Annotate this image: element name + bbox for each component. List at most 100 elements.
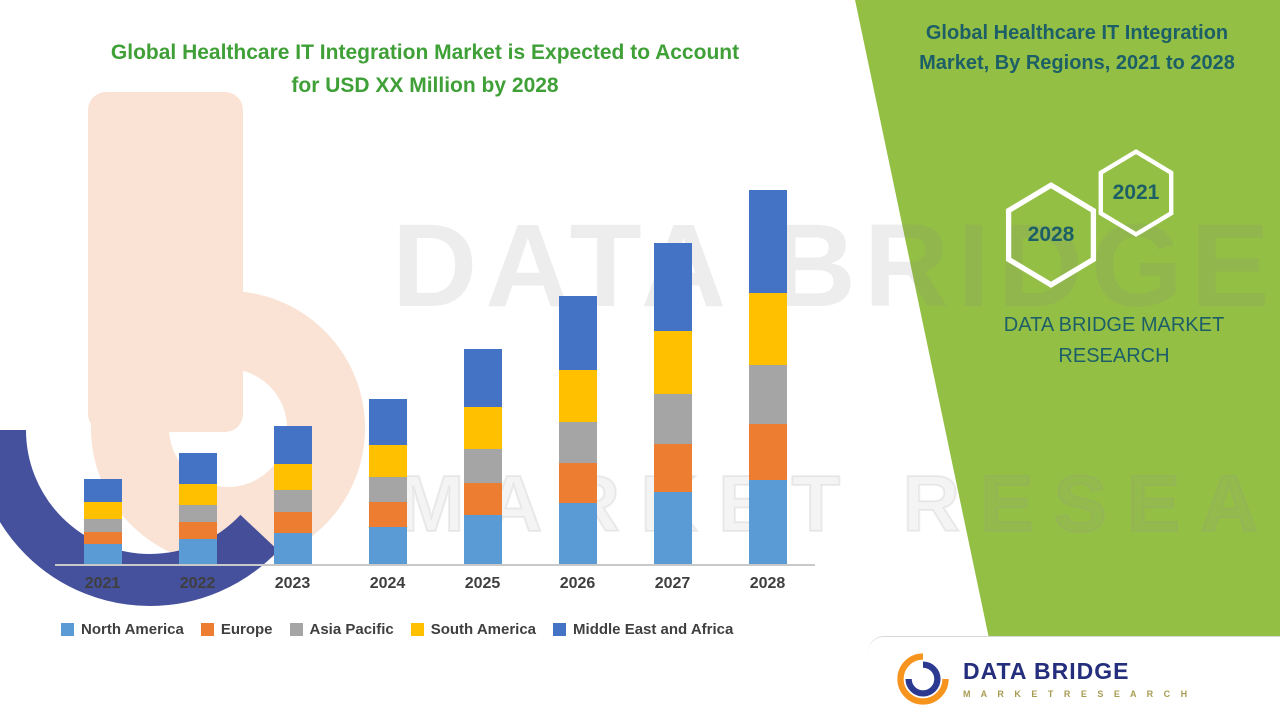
stacked-bar-2021 xyxy=(83,478,122,564)
footer-logo-area: DATA BRIDGE M A R K E T R E S E A R C H xyxy=(868,636,1280,720)
bar-segment xyxy=(368,526,407,564)
stacked-bar-2028 xyxy=(748,189,787,564)
side-panel-title-line2: Market, By Regions, 2021 to 2028 xyxy=(919,52,1235,74)
bar-column-2022 xyxy=(150,453,245,564)
hexagon-badge-2021: 2021 xyxy=(1092,149,1180,237)
bar-segment xyxy=(273,463,312,491)
x-axis-label: 2027 xyxy=(654,575,691,592)
legend-item-north-america: North America xyxy=(61,621,184,638)
bar-segment xyxy=(653,443,692,492)
legend-swatch-icon xyxy=(289,623,303,636)
side-panel-title: Global Healthcare IT Integration Market,… xyxy=(878,18,1276,78)
bar-segment xyxy=(463,449,502,483)
legend-label: Middle East and Africa xyxy=(573,621,734,638)
legend-label: Europe xyxy=(220,621,273,638)
x-axis-labels: 2021 2022 2023 2024 2025 2026 2027 2028 xyxy=(55,575,815,593)
stacked-bar-2026 xyxy=(558,296,597,564)
legend-item-asia-pacific: Asia Pacific xyxy=(289,621,394,638)
hexagon-badge-label: 2028 xyxy=(1027,223,1075,246)
legend-swatch-icon xyxy=(553,623,567,636)
legend-item-europe: Europe xyxy=(200,621,273,638)
x-axis-label: 2024 xyxy=(369,575,406,592)
bar-segment xyxy=(83,519,122,532)
bar-segment xyxy=(178,521,217,539)
bar-segment xyxy=(558,421,597,464)
legend-swatch-icon xyxy=(410,623,424,636)
bar-segment xyxy=(178,538,217,564)
bar-column-2023 xyxy=(245,425,340,564)
chart-title: Global Healthcare IT Integration Market … xyxy=(0,36,850,102)
bar-segment xyxy=(83,502,122,520)
stacked-bar-2025 xyxy=(463,348,502,564)
bar-segment xyxy=(558,503,597,564)
chart-area: 2021 2022 2023 2024 2025 2026 2027 2028 North A… xyxy=(55,172,815,638)
chart-title-line2: for USD XX Million by 2028 xyxy=(291,74,559,97)
bar-segment xyxy=(463,407,502,450)
bar-column-2025 xyxy=(435,348,530,564)
bar-segment xyxy=(83,478,122,503)
legend-swatch-icon xyxy=(200,623,214,636)
footer-brand-tagline: M A R K E T R E S E A R C H xyxy=(963,689,1192,699)
bar-segment xyxy=(748,292,787,366)
chart-title-line1: Global Healthcare IT Integration Market … xyxy=(110,41,740,64)
bar-segment xyxy=(368,399,407,445)
legend-label: North America xyxy=(81,621,184,638)
bar-segment xyxy=(83,544,122,564)
bar-segment xyxy=(653,393,692,444)
bar-segment xyxy=(748,365,787,424)
x-axis-label: 2026 xyxy=(559,575,596,592)
bar-segment xyxy=(653,242,692,331)
hexagon-outline-icon xyxy=(1005,182,1097,288)
legend-swatch-icon xyxy=(61,623,74,636)
hexagon-outline-icon xyxy=(1098,149,1174,237)
brand-line1: DATA BRIDGE MARKET xyxy=(1003,314,1225,336)
bar-segment xyxy=(463,348,502,408)
bar-segment xyxy=(558,296,597,370)
data-bridge-logo-icon xyxy=(897,652,949,705)
bar-column-2024 xyxy=(340,399,435,564)
stacked-bar-2024 xyxy=(368,399,407,564)
stacked-bar-2023 xyxy=(273,425,312,564)
side-panel-brand: DATA BRIDGE MARKET RESEARCH xyxy=(938,310,1280,372)
x-axis-label: 2025 xyxy=(464,575,501,592)
bar-segment xyxy=(463,515,502,564)
bar-segment xyxy=(273,425,312,464)
bar-segment xyxy=(178,483,217,506)
x-axis-label: 2023 xyxy=(274,575,311,592)
bar-segment xyxy=(368,476,407,503)
bar-segment xyxy=(558,369,597,422)
x-axis-label: 2028 xyxy=(749,575,786,592)
x-axis-label: 2022 xyxy=(179,575,216,592)
bar-column-2026 xyxy=(530,296,625,564)
stacked-bar-2022 xyxy=(178,453,217,564)
bar-segment xyxy=(178,453,217,484)
bar-segment xyxy=(273,490,312,513)
legend-label: Asia Pacific xyxy=(309,621,394,638)
bar-segment xyxy=(653,491,692,564)
bar-segment xyxy=(653,330,692,394)
bar-segment xyxy=(83,531,122,545)
bar-segment xyxy=(273,532,312,564)
bar-segment xyxy=(178,505,217,522)
bar-segment xyxy=(463,482,502,515)
bar-column-2027 xyxy=(625,242,720,564)
hexagon-badge-2028: 2028 xyxy=(998,182,1104,288)
bar-segment xyxy=(748,189,787,293)
stacked-bar-2027 xyxy=(653,242,692,564)
bar-segment xyxy=(748,423,787,480)
legend-item-south-america: South America xyxy=(410,621,536,638)
side-panel-title-line1: Global Healthcare IT Integration xyxy=(925,22,1229,44)
plot-area xyxy=(55,172,815,564)
x-axis-label: 2021 xyxy=(84,575,121,592)
hexagon-badge-label: 2021 xyxy=(1112,181,1160,204)
bar-column-2028 xyxy=(720,189,815,564)
bar-segment xyxy=(748,479,787,564)
bar-column-2021 xyxy=(55,478,150,564)
legend-item-middle-east-and-africa: Middle East and Africa xyxy=(553,621,733,638)
legend: North America Europe Asia Pacific South Ame… xyxy=(61,621,815,638)
bar-segment xyxy=(558,463,597,504)
bar-segment xyxy=(368,444,407,477)
brand-line2: RESEARCH xyxy=(1058,345,1170,367)
bar-segment xyxy=(368,502,407,527)
